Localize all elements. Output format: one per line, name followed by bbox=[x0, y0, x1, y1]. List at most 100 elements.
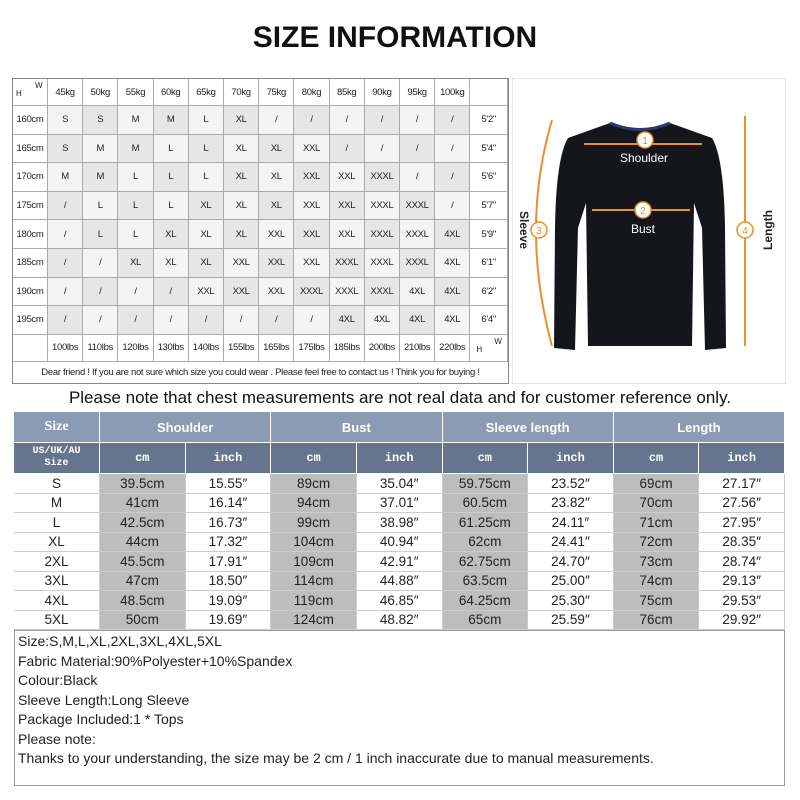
size-cell: S bbox=[48, 106, 84, 135]
measure-cell: 99cm bbox=[271, 513, 357, 533]
table-header: Sleeve length bbox=[442, 412, 614, 443]
size-cell: XL bbox=[259, 134, 295, 164]
size-cell: XXXL bbox=[400, 191, 436, 221]
measure-cell: 25.00″ bbox=[528, 571, 614, 591]
size-cell: M bbox=[118, 106, 154, 135]
grid-footer: Dear friend ! If you are not sure which … bbox=[13, 361, 508, 383]
size-label: M bbox=[14, 493, 100, 513]
size-cell: / bbox=[435, 163, 471, 192]
size-cell: XXXL bbox=[364, 277, 400, 307]
size-cell: XL bbox=[153, 220, 189, 249]
size-cell: / bbox=[400, 134, 436, 164]
label-circle bbox=[634, 201, 652, 219]
measure-cell: 124cm bbox=[271, 610, 357, 630]
size-cell: XXXL bbox=[400, 220, 436, 249]
size-cell: L bbox=[83, 191, 119, 221]
measure-cell: 35.04″ bbox=[356, 474, 443, 494]
measure-cell: 47cm bbox=[100, 571, 186, 591]
height-ft: 6'1" bbox=[470, 249, 508, 278]
size-cell: / bbox=[364, 134, 400, 164]
measure-cell: 73cm bbox=[613, 552, 700, 572]
size-cell: XXXL bbox=[364, 191, 400, 221]
size-cell: L bbox=[118, 191, 154, 221]
weight-kg: 60kg bbox=[153, 79, 189, 106]
measure-cell: 45.5cm bbox=[100, 552, 186, 572]
weight-kg: 80kg bbox=[294, 79, 330, 106]
label-text: Shoulder bbox=[620, 151, 668, 165]
measure-cell: 18.50″ bbox=[185, 571, 272, 591]
table-subheader: inch bbox=[356, 443, 443, 474]
label-number: 1 bbox=[642, 136, 648, 147]
size-cell: / bbox=[118, 277, 154, 307]
size-cell: XL bbox=[224, 191, 260, 221]
size-cell: / bbox=[259, 306, 295, 335]
measure-cell: 46.85″ bbox=[356, 591, 443, 611]
weight-lbs: 220lbs bbox=[435, 334, 471, 362]
size-cell: XL bbox=[188, 191, 224, 221]
size-grid: H W 45kg 50kg 55kg 60kg 65kg 70kg 75kg 80kg 85kg 90… bbox=[12, 78, 509, 384]
note: Please note that chest measurements are … bbox=[68, 388, 732, 407]
table-header: Length bbox=[613, 412, 785, 443]
weight-kg: 100kg bbox=[435, 79, 471, 106]
size-cell: / bbox=[118, 306, 154, 335]
size-cell: 4XL bbox=[400, 277, 436, 307]
label-circle bbox=[636, 131, 654, 149]
size-cell: / bbox=[48, 277, 84, 307]
measure-cell: 19.69″ bbox=[185, 610, 272, 630]
label-text: Sleeve bbox=[517, 211, 531, 249]
weight-kg: 45kg bbox=[48, 79, 84, 106]
detail-line: Colour:Black bbox=[18, 672, 98, 688]
height-cm: 160cm bbox=[13, 106, 48, 135]
size-cell: XXXL bbox=[400, 249, 436, 278]
size-label: 5XL bbox=[14, 610, 100, 630]
height-cm: 190cm bbox=[13, 277, 48, 307]
size-cell: / bbox=[224, 306, 260, 335]
height-ft: 5'7" bbox=[470, 191, 508, 221]
size-cell: XXL bbox=[329, 163, 365, 192]
size-cell: XXXL bbox=[364, 249, 400, 278]
detail-line: Sleeve Length:Long Sleeve bbox=[18, 691, 190, 708]
size-cell: XXL bbox=[294, 134, 330, 164]
size-cell: / bbox=[435, 191, 471, 221]
size-cell: XL bbox=[188, 249, 224, 278]
size-cell: 4XL bbox=[400, 306, 436, 335]
measure-cell: 37.01″ bbox=[356, 493, 443, 513]
size-cell: / bbox=[48, 249, 84, 278]
measure-cell: 59.75cm bbox=[442, 474, 529, 494]
measure-cell: 17.32″ bbox=[185, 532, 272, 552]
size-cell: XXL bbox=[259, 277, 295, 307]
diagram: 1 Shoulder 2 Bust 3 Sleeve 4 Length bbox=[512, 78, 786, 384]
details: Size:S,M,L,XL,2XL,3XL,4XL,5XL Fabric Mate… bbox=[14, 630, 785, 786]
measure-cell: 74cm bbox=[613, 571, 700, 591]
measure-cell: 29.53″ bbox=[699, 591, 785, 611]
size-label: S bbox=[14, 474, 100, 494]
table-subheader: inch bbox=[185, 443, 272, 474]
size-cell: 4XL bbox=[435, 249, 471, 278]
size-cell: M bbox=[83, 134, 119, 164]
size-cell: XL bbox=[153, 249, 189, 278]
size-cell: / bbox=[83, 306, 119, 335]
size-label: 2XL bbox=[14, 552, 100, 572]
measure-cell: 42.5cm bbox=[100, 513, 186, 533]
size-cell: XXL bbox=[259, 249, 295, 278]
weight-kg: 65kg bbox=[188, 79, 224, 106]
size-cell: XL bbox=[259, 191, 295, 221]
size-cell: XL bbox=[188, 220, 224, 249]
table-subheader: US/UK/AU Size bbox=[14, 443, 100, 474]
measure-cell: 61.25cm bbox=[442, 513, 529, 533]
size-cell: S bbox=[48, 134, 84, 164]
collar bbox=[609, 121, 671, 131]
measure-cell: 28.74″ bbox=[699, 552, 785, 572]
measure-cell: 44.88″ bbox=[356, 571, 443, 591]
table-header: Shoulder bbox=[100, 412, 272, 443]
size-cell: / bbox=[364, 106, 400, 135]
table-subheader: cm bbox=[271, 443, 357, 474]
size-cell: / bbox=[48, 220, 84, 249]
size-cell: / bbox=[259, 106, 295, 135]
table-subheader: cm bbox=[613, 443, 700, 474]
height-cm: 185cm bbox=[13, 249, 48, 278]
measure-cell: 64.25cm bbox=[442, 591, 529, 611]
height-cm: 165cm bbox=[13, 134, 48, 164]
